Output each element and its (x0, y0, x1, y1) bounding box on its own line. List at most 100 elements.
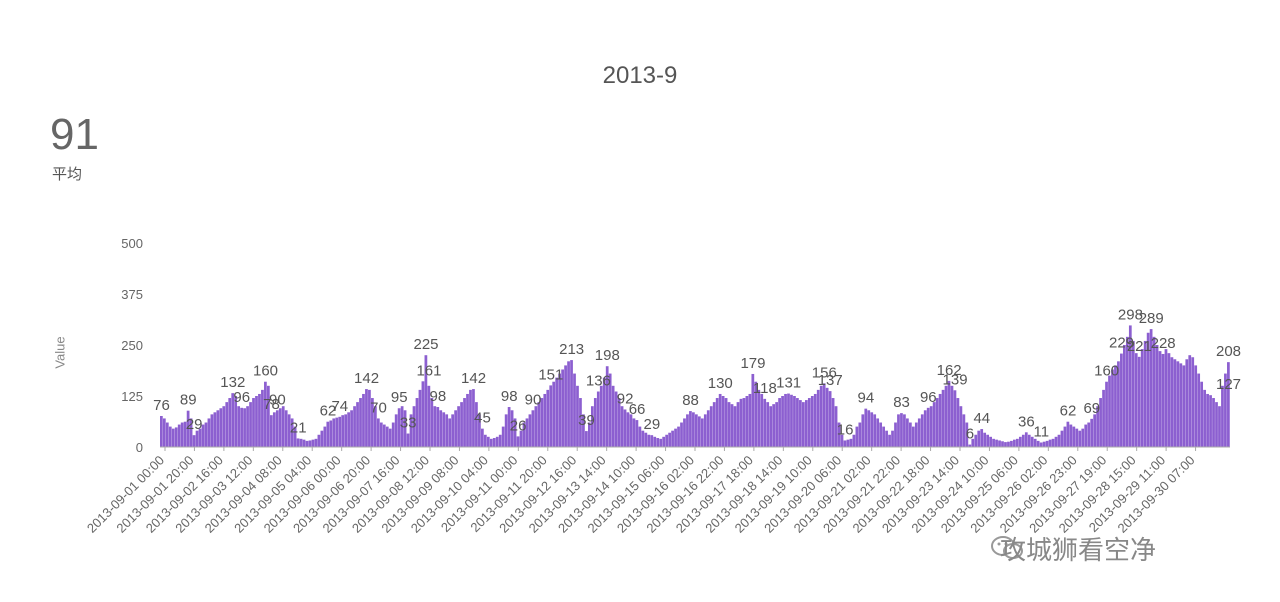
bar (543, 393, 547, 447)
data-label: 132 (220, 374, 245, 391)
bar (281, 406, 285, 447)
data-label: 6 (966, 426, 974, 443)
bar (492, 438, 496, 447)
bar (1128, 325, 1132, 447)
bar (1007, 441, 1010, 447)
bar (852, 434, 856, 447)
bar (442, 412, 446, 447)
bar (754, 381, 758, 447)
bar (980, 429, 984, 447)
bar (605, 366, 609, 447)
bar (1161, 353, 1165, 447)
bar (929, 406, 933, 447)
bar (623, 409, 627, 447)
bar (204, 422, 208, 447)
data-label: 179 (740, 355, 765, 372)
bar (677, 426, 680, 447)
data-label: 29 (644, 416, 661, 433)
data-label: 66 (629, 401, 646, 418)
bar (516, 436, 520, 447)
bar (302, 439, 306, 447)
bar (1155, 345, 1159, 447)
bar (160, 415, 163, 447)
data-label: 225 (413, 336, 438, 353)
bar (596, 391, 600, 447)
bar (243, 408, 246, 447)
bar (1182, 365, 1186, 447)
data-label: 26 (510, 417, 527, 434)
bar (258, 393, 261, 447)
data-label: 11 (1033, 424, 1049, 441)
bar (1042, 441, 1046, 447)
bar (903, 414, 906, 447)
bar (240, 407, 243, 447)
bar (305, 440, 309, 447)
bar (870, 412, 874, 447)
bar (790, 394, 793, 447)
bar (796, 398, 799, 447)
bar (531, 410, 535, 447)
bar (237, 406, 241, 447)
bar (766, 402, 770, 447)
bar (1146, 332, 1150, 447)
bar (1117, 361, 1120, 447)
bar (763, 398, 767, 447)
bar (1004, 442, 1007, 447)
bar (501, 426, 505, 447)
bar (1099, 398, 1102, 447)
bar (888, 434, 891, 447)
data-label: 76 (153, 397, 170, 414)
bar (225, 402, 229, 447)
bar (1045, 440, 1049, 447)
bar (397, 408, 401, 447)
bar (656, 438, 660, 447)
bar (472, 389, 475, 447)
data-label: 151 (538, 366, 563, 383)
bar (1081, 428, 1085, 447)
bar (923, 410, 927, 447)
data-label: 228 (1151, 335, 1176, 352)
bar (510, 410, 514, 447)
bar (995, 439, 998, 447)
bar (653, 436, 657, 447)
bar (590, 406, 594, 447)
bar (917, 418, 921, 447)
bar (1108, 375, 1111, 447)
bar (718, 393, 722, 447)
bar (483, 434, 487, 447)
bar (555, 377, 559, 447)
data-label: 139 (943, 371, 968, 388)
bar (956, 398, 960, 447)
bar (359, 398, 362, 447)
bar (659, 438, 663, 447)
bar (454, 410, 457, 447)
bar (347, 412, 350, 447)
bar (344, 414, 348, 447)
bar (1176, 361, 1180, 447)
data-label: 160 (253, 363, 278, 380)
bar (837, 422, 841, 447)
bar (314, 438, 318, 447)
bar (1051, 438, 1055, 447)
bar (944, 385, 948, 447)
bar (430, 398, 434, 447)
bar (299, 438, 303, 447)
data-label: 161 (416, 362, 441, 379)
bar (1203, 389, 1206, 447)
data-label: 70 (370, 399, 387, 416)
bar (180, 422, 184, 447)
bar (1072, 426, 1076, 447)
bar (840, 434, 844, 447)
bar (1164, 349, 1168, 447)
data-label: 89 (180, 392, 197, 409)
data-label: 94 (858, 390, 875, 407)
bar (706, 410, 710, 447)
bar (198, 428, 202, 447)
bar (926, 407, 930, 447)
bar (965, 422, 969, 447)
bar (1093, 414, 1097, 447)
bar (177, 424, 181, 447)
bar (513, 418, 517, 447)
bar (433, 406, 437, 447)
